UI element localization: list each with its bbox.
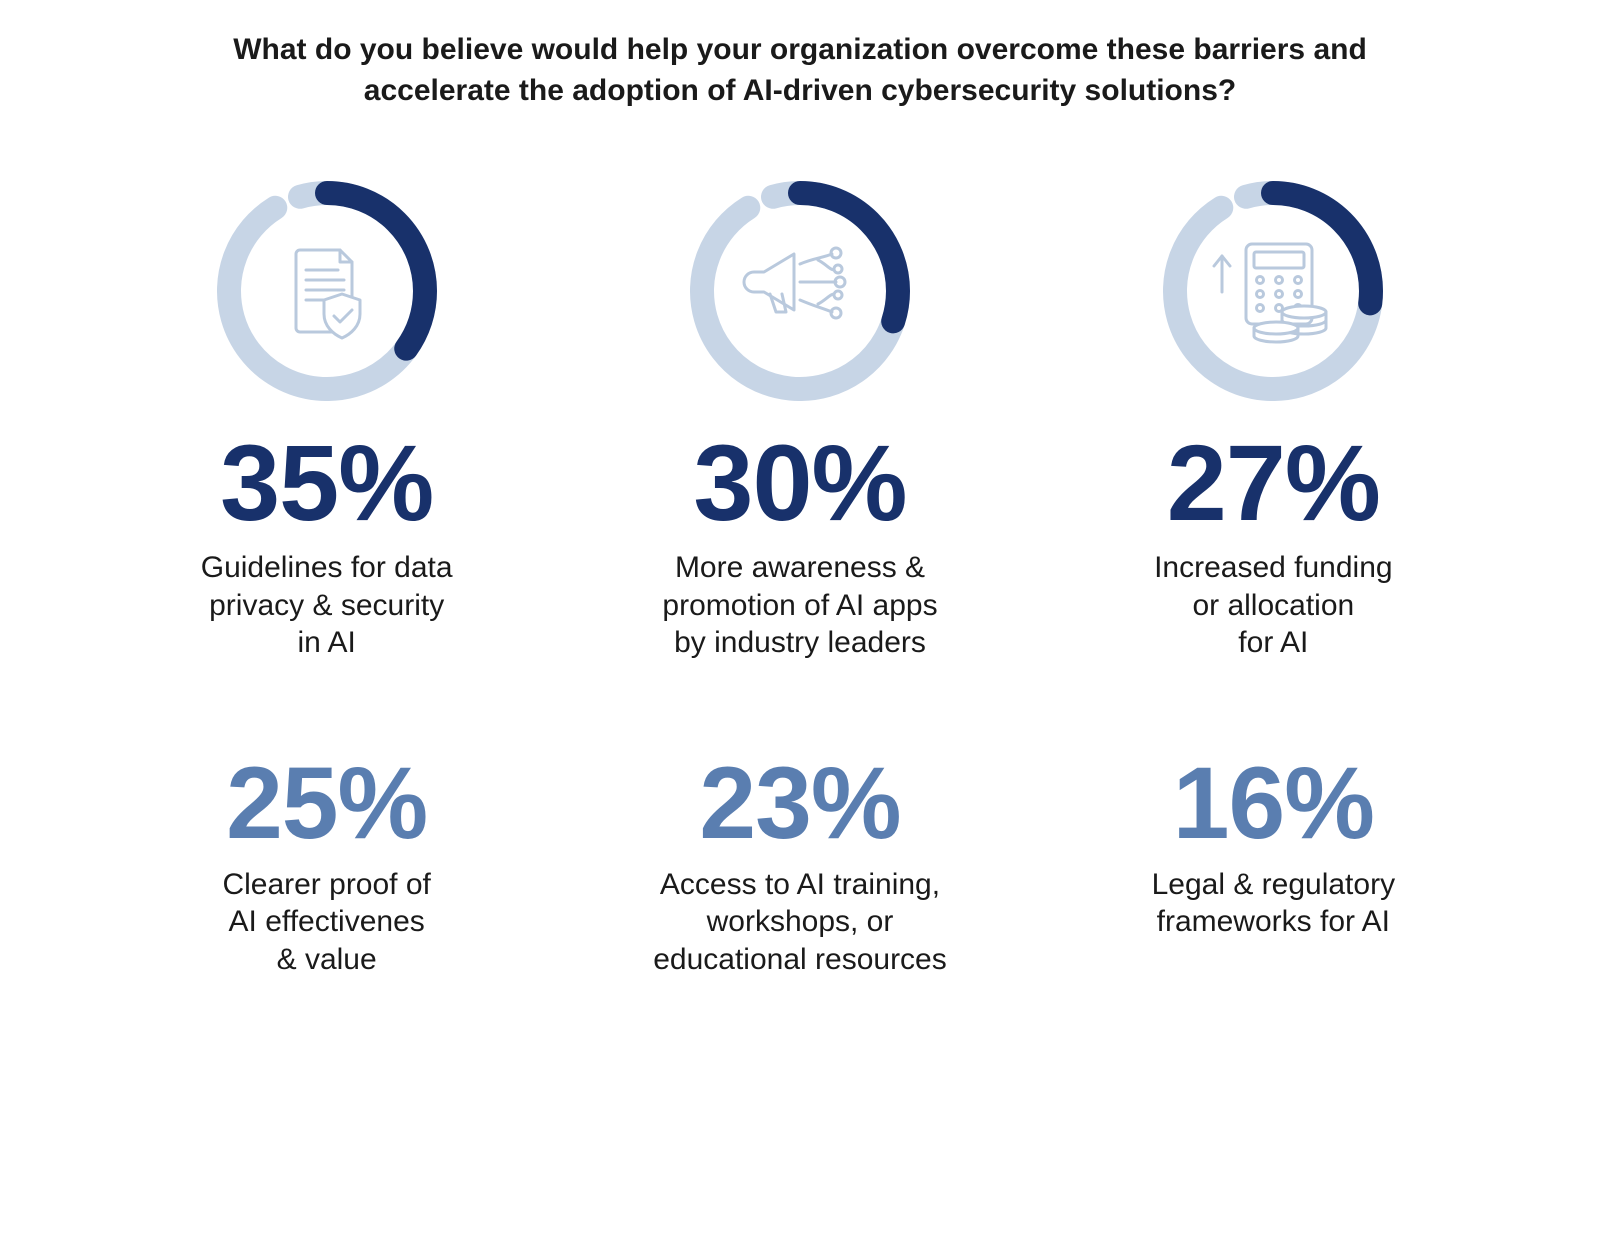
donut-chart bbox=[690, 181, 910, 401]
stat-percent: 16% bbox=[1173, 752, 1374, 854]
stat-desc-line: or allocation bbox=[1192, 589, 1354, 622]
stat-desc-line: promotion of AI apps bbox=[662, 589, 937, 622]
stat-desc-line: educational resources bbox=[653, 943, 947, 976]
stat-icon bbox=[690, 181, 910, 401]
donut-chart bbox=[1163, 181, 1383, 401]
stat-description: Legal & regulatory frameworks for AI bbox=[1152, 866, 1396, 941]
stat-item: 35% Guidelines for data privacy & security… bbox=[120, 181, 533, 662]
stat-desc-line: Guidelines for data bbox=[201, 551, 453, 584]
stat-description: Access to AI training, workshops, or educa… bbox=[653, 866, 947, 979]
stat-percent: 35% bbox=[220, 429, 433, 537]
stat-description: Clearer proof of AI effectivenes & value bbox=[222, 866, 430, 979]
stat-percent: 25% bbox=[226, 752, 427, 854]
stat-item: 27% Increased funding or allocation for AI bbox=[1067, 181, 1480, 662]
stat-item: 30% More awareness & promotion of AI apps b… bbox=[593, 181, 1006, 662]
stat-percent: 30% bbox=[693, 429, 906, 537]
stat-desc-line: Access to AI training, bbox=[660, 868, 940, 901]
stat-description: Guidelines for data privacy & security in … bbox=[201, 549, 453, 662]
calculator-coins-icon bbox=[1208, 236, 1338, 346]
stat-desc-line: in AI bbox=[297, 626, 355, 659]
page-title: What do you believe would help your orga… bbox=[200, 30, 1400, 111]
stat-description: More awareness & promotion of AI apps by i… bbox=[662, 549, 937, 662]
stat-percent: 27% bbox=[1167, 429, 1380, 537]
stat-item: 25% Clearer proof of AI effectivenes & valu… bbox=[120, 752, 533, 979]
stat-description: Increased funding or allocation for AI bbox=[1154, 549, 1393, 662]
stat-item: 23% Access to AI training, workshops, or ed… bbox=[593, 752, 1006, 979]
stat-desc-line: frameworks for AI bbox=[1157, 905, 1390, 938]
stat-item: 16% Legal & regulatory frameworks for AI bbox=[1067, 752, 1480, 979]
stat-desc-line: Clearer proof of bbox=[222, 868, 430, 901]
stat-desc-line: by industry leaders bbox=[674, 626, 926, 659]
stat-desc-line: Increased funding bbox=[1154, 551, 1393, 584]
stat-desc-line: & value bbox=[277, 943, 377, 976]
megaphone-network-icon bbox=[740, 236, 860, 346]
stat-desc-line: privacy & security bbox=[209, 589, 444, 622]
stats-grid: 35% Guidelines for data privacy & security… bbox=[120, 181, 1480, 978]
stat-percent: 23% bbox=[699, 752, 900, 854]
stat-icon bbox=[217, 181, 437, 401]
stat-desc-line: AI effectivenes bbox=[229, 905, 425, 938]
stat-desc-line: More awareness & bbox=[675, 551, 925, 584]
donut-chart bbox=[217, 181, 437, 401]
stat-desc-line: Legal & regulatory bbox=[1152, 868, 1396, 901]
stat-desc-line: for AI bbox=[1238, 626, 1308, 659]
stat-icon bbox=[1163, 181, 1383, 401]
document-shield-icon bbox=[272, 236, 382, 346]
stat-desc-line: workshops, or bbox=[707, 905, 894, 938]
